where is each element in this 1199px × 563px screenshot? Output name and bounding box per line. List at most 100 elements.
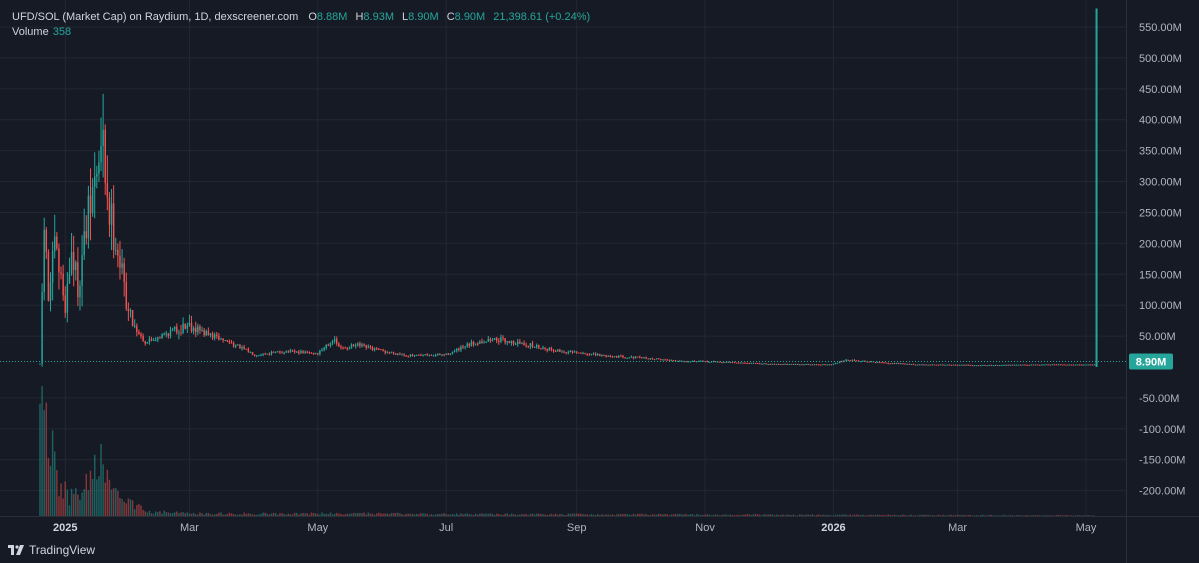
candle-body xyxy=(365,345,367,348)
volume-bar xyxy=(698,514,700,516)
candle-body xyxy=(710,361,713,363)
candle-body xyxy=(687,361,689,363)
volume-bar xyxy=(428,514,431,516)
candle-body xyxy=(1013,364,1016,366)
candle-body xyxy=(155,339,157,341)
volume-bar xyxy=(1060,515,1062,516)
volume-bar xyxy=(1003,514,1005,516)
candle-body xyxy=(243,346,245,349)
volume-bar xyxy=(165,511,168,516)
volume-label[interactable]: Volume xyxy=(12,26,49,38)
candle-body xyxy=(571,351,574,353)
candle-body xyxy=(836,362,839,364)
candle-body xyxy=(531,343,534,347)
candle-body xyxy=(346,348,349,350)
candle-body xyxy=(125,282,128,309)
candle-body xyxy=(262,353,264,355)
volume-bar xyxy=(710,515,713,516)
candle-body xyxy=(348,348,351,350)
volume-bar xyxy=(893,514,896,516)
volume-bar xyxy=(790,515,793,516)
candle-body xyxy=(830,364,833,366)
volume-bar xyxy=(693,515,696,516)
candle-body xyxy=(752,362,755,364)
volume-bar xyxy=(439,514,441,516)
volume-bar xyxy=(729,514,732,516)
candle-body xyxy=(514,343,517,345)
volume-bar xyxy=(184,513,186,516)
candle-body xyxy=(64,295,66,313)
y-tick-label: 400.00M xyxy=(1139,115,1182,127)
candle-body xyxy=(971,365,974,367)
price-axis[interactable]: 550.00M 500.00M 450.00M 400.00M 350.00M 300.0… xyxy=(1139,22,1185,498)
tradingview-brand[interactable]: TradingView xyxy=(8,543,95,557)
candle-body xyxy=(133,325,136,327)
candle-body xyxy=(401,354,403,356)
volume-bar xyxy=(157,512,159,516)
last-price-label: 8.90M xyxy=(1129,353,1173,370)
volume-bar xyxy=(868,514,870,516)
volume-bar xyxy=(268,514,271,516)
candle-body xyxy=(291,350,294,352)
volume-bar xyxy=(666,514,668,516)
candle-body xyxy=(668,359,671,361)
volume-bar xyxy=(348,513,351,516)
volume-bar xyxy=(655,514,658,516)
volume-bar xyxy=(169,513,172,516)
candle-body xyxy=(662,359,664,361)
symbol-title[interactable]: UFD/SOL (Market Cap) on Raydium, 1D, dex… xyxy=(12,11,299,23)
volume-bar xyxy=(192,512,195,516)
volume-bar xyxy=(679,513,681,516)
candle-body xyxy=(950,364,953,366)
candle-body xyxy=(712,361,715,363)
candle-body xyxy=(350,344,353,349)
candle-body xyxy=(239,344,241,349)
candle-body xyxy=(102,129,104,146)
candle-body xyxy=(876,362,879,364)
time-axis[interactable]: 2025 Mar May Jul Sep Nov 2026 Mar May xyxy=(53,522,1097,534)
candle-body xyxy=(98,162,100,174)
candle-body xyxy=(428,354,431,356)
candle-body xyxy=(853,359,856,361)
candle-body xyxy=(1045,364,1047,366)
volume-bar xyxy=(140,505,142,516)
volume-bar xyxy=(298,514,300,516)
candle-body xyxy=(1043,364,1045,366)
candle-body xyxy=(458,348,460,350)
candle-body xyxy=(714,361,717,363)
candle-body xyxy=(411,354,414,356)
candle-body xyxy=(171,329,174,331)
candle-body xyxy=(388,352,391,354)
candle-body xyxy=(188,322,191,326)
volume-bar xyxy=(133,509,136,516)
volume-bar xyxy=(817,514,820,516)
volume-bar xyxy=(110,489,113,516)
candle-body xyxy=(895,363,898,365)
candle-body xyxy=(397,353,399,355)
candle-body xyxy=(946,364,948,366)
volume-bar xyxy=(495,513,498,516)
volume-bar xyxy=(571,513,574,516)
ohlc-change: 21,398.61 (+0.24%) xyxy=(493,11,591,23)
candle-body xyxy=(498,341,500,343)
candle-body xyxy=(672,360,675,362)
candle-body xyxy=(754,362,757,364)
candle-body xyxy=(550,348,553,350)
volume-bar xyxy=(908,515,910,516)
candle-body xyxy=(1074,364,1077,366)
volume-bar xyxy=(531,513,534,516)
candle-body xyxy=(588,354,591,356)
volume-bar xyxy=(946,515,948,516)
candle-body xyxy=(53,236,56,252)
candle-body xyxy=(803,364,805,366)
volume-bar xyxy=(60,483,62,516)
x-tick-label: Nov xyxy=(695,522,715,534)
candle-body xyxy=(1009,364,1011,366)
candle-body xyxy=(811,364,814,366)
volume-bar xyxy=(161,513,163,516)
candle-body xyxy=(104,129,106,183)
candle-body xyxy=(725,361,727,363)
candle-body xyxy=(523,342,525,346)
volume-bar xyxy=(45,402,48,516)
